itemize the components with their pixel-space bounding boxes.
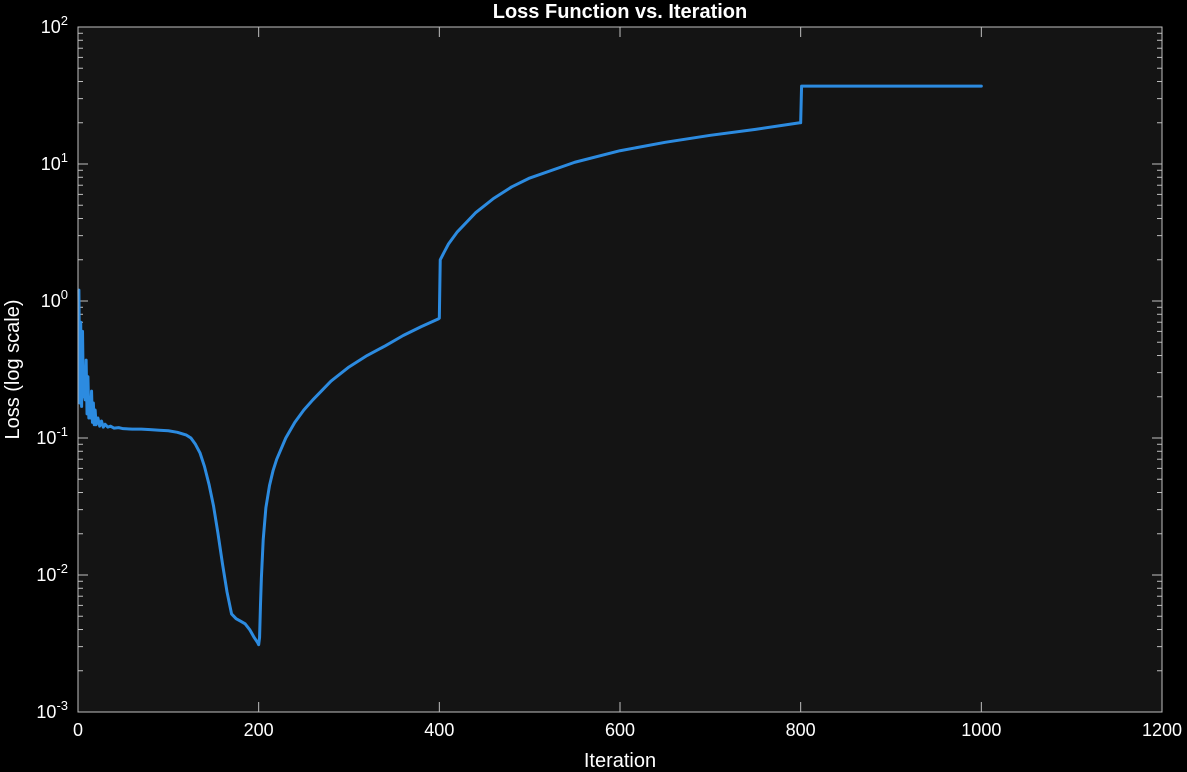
x-tick-label: 400 (424, 720, 454, 740)
plot-background (78, 27, 1162, 712)
loss-series-line (77, 84, 983, 647)
x-tick-label: 1000 (961, 720, 1001, 740)
chart-title: Loss Function vs. Iteration (493, 1, 747, 23)
x-tick-label: 200 (244, 720, 274, 740)
series-layer (77, 84, 983, 647)
ticks-layer: 0 200 400 600 800 1000 1200 10-3 10-2 10-1 100 101 1… (36, 13, 1182, 740)
plot-frame (77, 26, 1163, 713)
y-axis-title: Loss (log scale) (2, 299, 24, 439)
x-axis-title: Iteration (584, 750, 656, 772)
y-tick-label: 10-1 (36, 424, 68, 448)
x-tick-label: 800 (786, 720, 816, 740)
y-tick-label: 101 (41, 150, 68, 174)
x-tick-label: 0 (73, 720, 83, 740)
x-tick-label: 600 (605, 720, 635, 740)
y-tick-label: 102 (41, 13, 68, 37)
y-tick-label: 100 (41, 287, 68, 311)
y-tick-label: 10-2 (36, 561, 68, 585)
x-tick-label: 1200 (1142, 720, 1182, 740)
y-tick-label: 10-3 (36, 698, 68, 722)
